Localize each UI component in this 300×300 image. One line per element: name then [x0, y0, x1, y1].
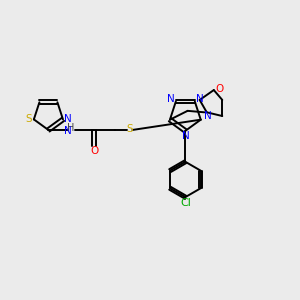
Text: N: N — [196, 94, 203, 103]
Text: N: N — [204, 111, 212, 121]
Text: N: N — [64, 126, 72, 136]
Text: S: S — [25, 114, 32, 124]
Text: S: S — [127, 124, 133, 134]
Text: H: H — [68, 123, 75, 133]
Text: N: N — [167, 94, 175, 103]
Text: O: O — [90, 146, 98, 156]
Text: N: N — [182, 131, 190, 141]
Text: Cl: Cl — [180, 198, 191, 208]
Text: N: N — [64, 114, 72, 124]
Text: O: O — [215, 84, 223, 94]
